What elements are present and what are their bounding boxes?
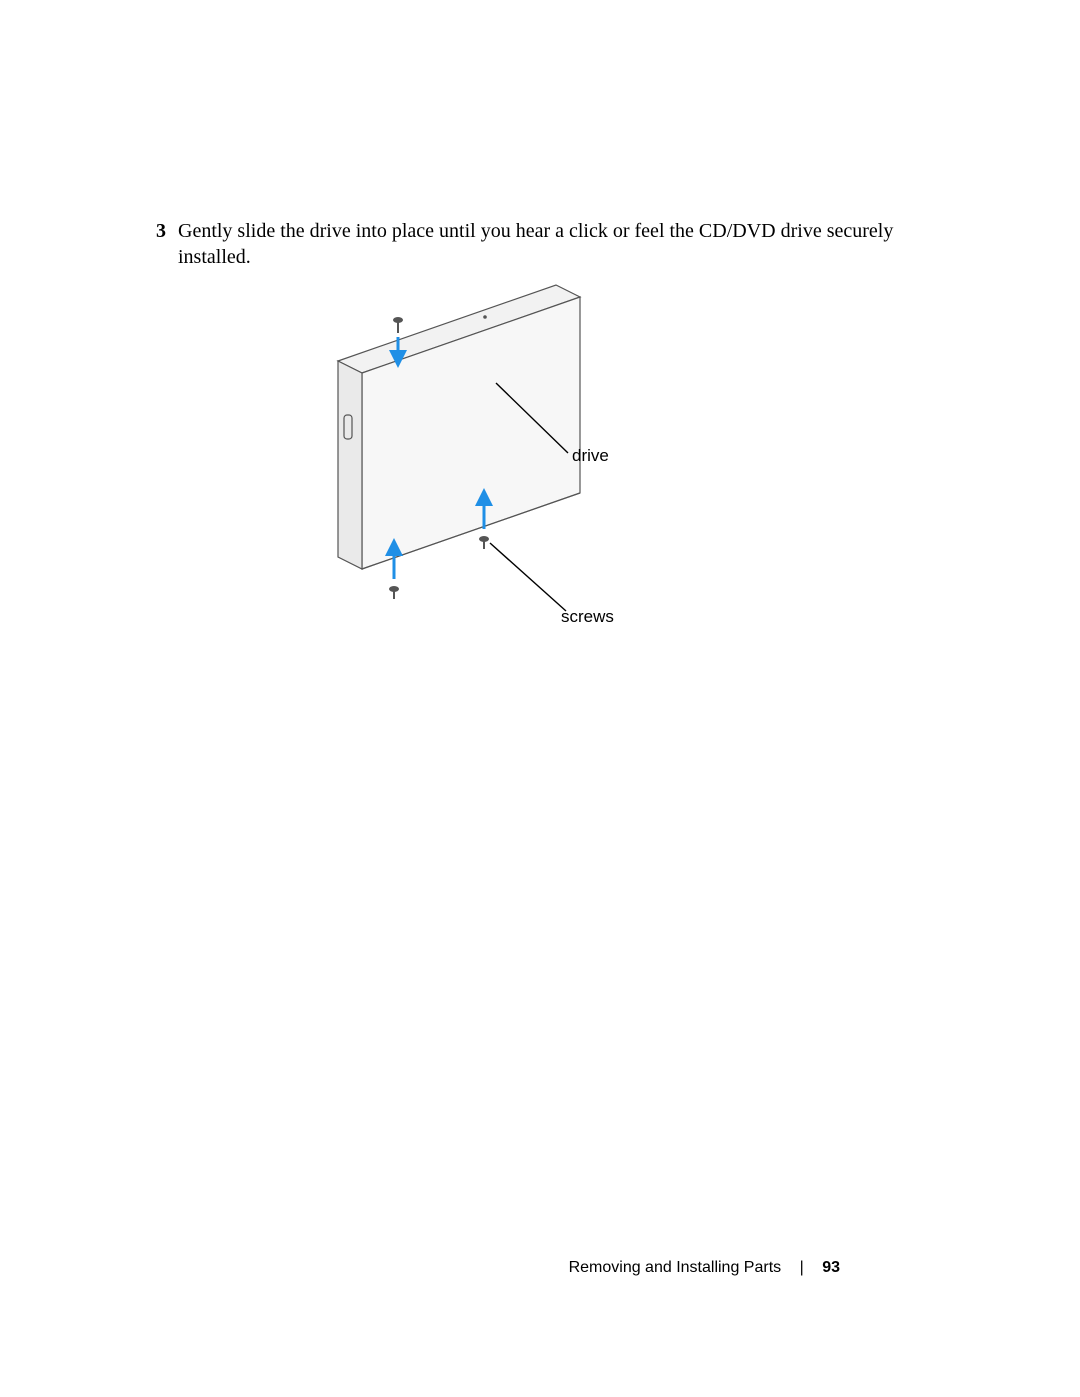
page-footer: Removing and Installing Parts | 93 [0,1259,1080,1277]
figure-label-screws: screws [561,607,614,627]
footer-section: Removing and Installing Parts [569,1259,782,1276]
step-number: 3 [148,218,166,270]
drive-install-figure [270,275,730,645]
figure-label-drive: drive [572,446,609,466]
footer-separator: | [800,1259,804,1276]
step-text: Gently slide the drive into place until … [178,218,948,270]
footer-page-number: 93 [822,1259,840,1276]
